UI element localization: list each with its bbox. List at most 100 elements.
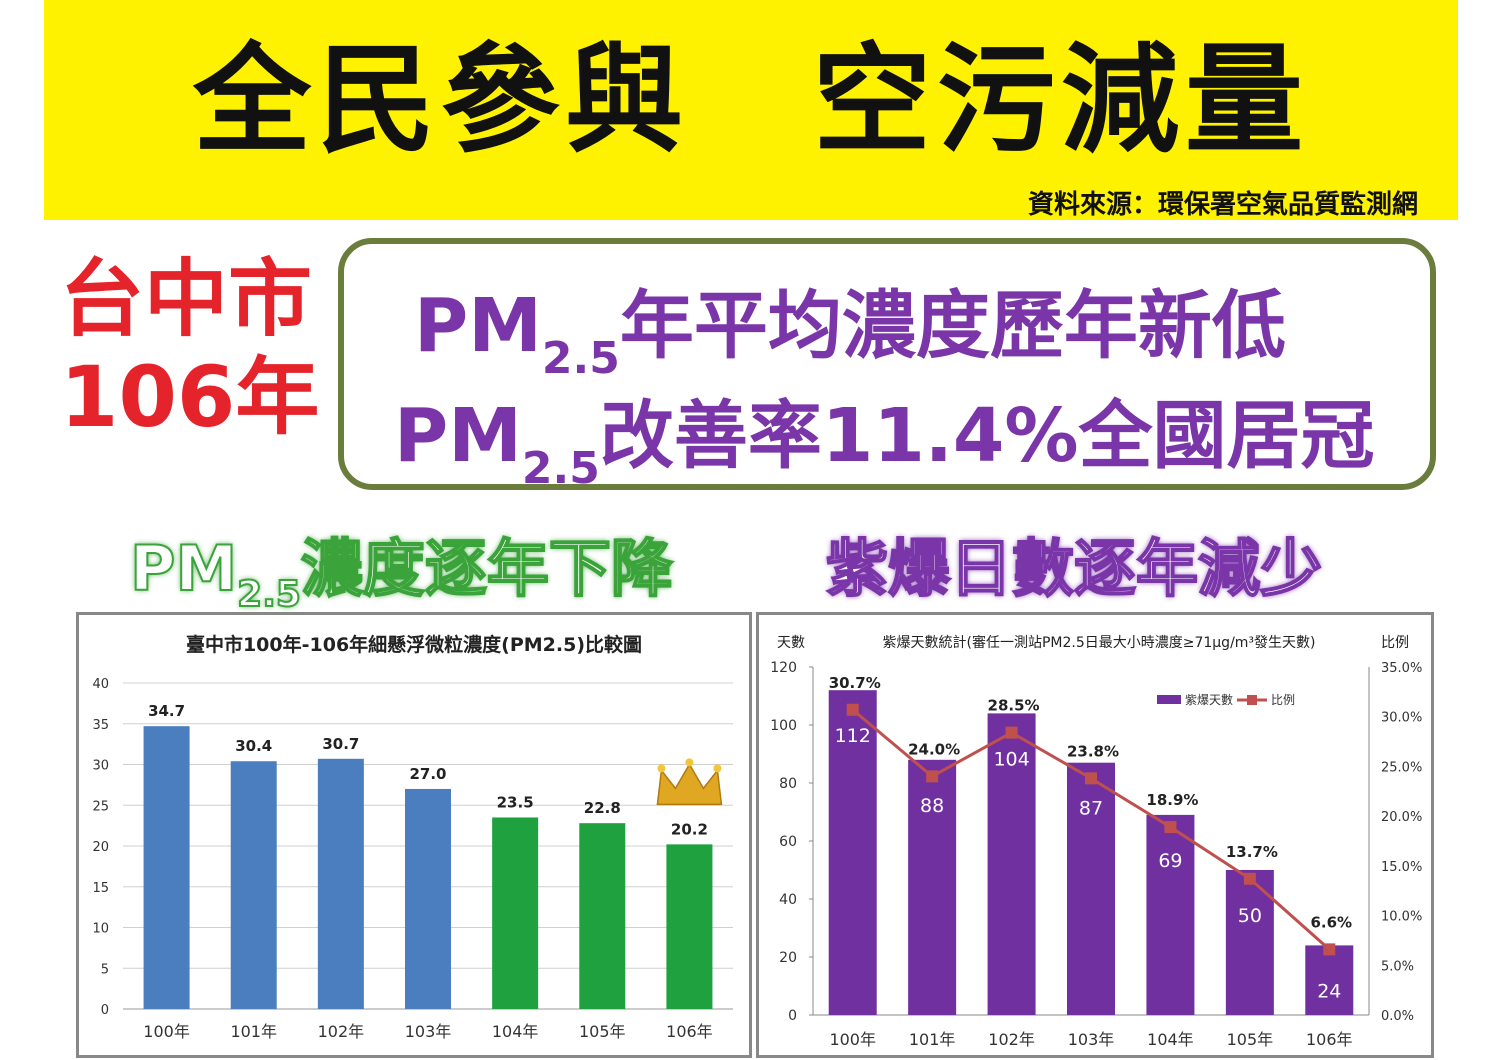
bar-value-label: 20.2	[671, 820, 708, 838]
data-source: 資料來源：環保署空氣品質監測網	[1027, 190, 1418, 220]
y-tick-label: 0	[101, 1003, 109, 1018]
bar	[492, 817, 539, 1009]
y2-tick-label: 0.0%	[1381, 1009, 1414, 1024]
y2-tick-label: 20.0%	[1381, 810, 1422, 825]
bar	[230, 761, 277, 1009]
ratio-point	[926, 770, 939, 783]
x-tick-label: 104年	[492, 1022, 539, 1041]
bar-value-label: 104	[993, 748, 1029, 770]
bar	[987, 713, 1036, 1015]
ratio-label: 18.9%	[1146, 791, 1198, 809]
y-tick-label: 40	[779, 892, 797, 908]
headline-line-2: PM2.5改善率11.4%全國居冠	[394, 393, 1375, 494]
main-title: 全民參與 空污減量	[192, 31, 1309, 169]
ratio-point	[1085, 772, 1097, 785]
bar	[666, 844, 713, 1009]
x-tick-label: 105年	[579, 1022, 626, 1041]
bar	[828, 690, 877, 1015]
city-name: 台中市	[60, 250, 313, 348]
y2-tick-label: 35.0%	[1381, 661, 1422, 676]
x-tick-label: 100年	[829, 1030, 876, 1049]
bar-value-label: 88	[920, 795, 944, 817]
city-year: 106年	[60, 348, 320, 446]
y2-tick-label: 5.0%	[1381, 959, 1414, 974]
y-tick-label: 120	[770, 660, 797, 676]
x-tick-label: 102年	[318, 1022, 365, 1041]
ratio-label: 24.0%	[908, 740, 960, 758]
bar	[1067, 762, 1115, 1015]
ratio-label: 30.7%	[829, 674, 881, 692]
purple-days-chart-panel: 天數 紫爆天數統計(審任一測站PM2.5日最大小時濃度≥71μg/m³發生天數) 比…	[756, 612, 1434, 1058]
x-tick-label: 103年	[405, 1022, 452, 1041]
bar	[908, 759, 957, 1015]
section-title-purple-days: 紫爆日數逐年減少	[825, 531, 1323, 606]
y-tick-label: 10	[92, 922, 109, 937]
y2-tick-label: 30.0%	[1381, 711, 1422, 726]
legend-swatch-bars	[1157, 695, 1181, 704]
ratio-point	[846, 703, 859, 716]
y-axis-label: 天數	[777, 635, 805, 651]
x-tick-label: 101年	[230, 1022, 277, 1041]
x-tick-label: 101年	[909, 1030, 956, 1049]
bar-value-label: 23.5	[497, 793, 534, 811]
ratio-point	[1164, 821, 1177, 834]
y-tick-label: 100	[770, 718, 797, 734]
y-tick-label: 20	[779, 950, 797, 966]
y-tick-label: 80	[779, 776, 797, 792]
y2-tick-label: 15.0%	[1381, 860, 1422, 875]
bar-value-label: 87	[1079, 798, 1103, 820]
ratio-point	[1005, 726, 1018, 739]
x-tick-label: 105年	[1227, 1030, 1274, 1049]
x-tick-label: 106年	[666, 1022, 713, 1041]
bar-value-label: 30.4	[235, 737, 272, 755]
x-tick-label: 104年	[1147, 1030, 1194, 1049]
crown-icon	[656, 758, 723, 806]
ratio-label: 28.5%	[988, 697, 1040, 715]
bar-value-label: 34.7	[148, 702, 185, 720]
y-tick-label: 0	[788, 1008, 797, 1024]
headline-box: PM2.5年平均濃度歷年新低 PM2.5改善率11.4%全國居冠	[338, 238, 1436, 494]
y2-tick-label: 25.0%	[1381, 760, 1422, 775]
bar-value-label: 22.8	[584, 799, 621, 817]
legend-label-line: 比例	[1271, 693, 1295, 707]
bar	[405, 788, 451, 1009]
y-tick-label: 35	[92, 718, 109, 733]
bar-value-label: 30.7	[322, 735, 359, 753]
bar	[1305, 945, 1354, 1015]
title-banner: 全民參與 空污減量 資料來源：環保署空氣品質監測網	[44, 0, 1458, 220]
bar	[143, 726, 190, 1009]
ratio-point	[1323, 943, 1336, 956]
bar-value-label: 112	[835, 725, 871, 747]
y-tick-label: 25	[92, 799, 109, 814]
bar-value-label: 50	[1238, 905, 1262, 927]
bar-value-label: 27.0	[409, 765, 446, 783]
y-tick-label: 15	[92, 881, 109, 896]
city-label: 台中市 106年	[60, 250, 319, 446]
pm25-bar-chart: 臺中市100年-106年細懸浮微粒濃度(PM2.5)比較圖 0 5 10 15 20 25 3…	[92, 633, 733, 1041]
y2-tick-label: 10.0%	[1381, 910, 1422, 925]
y-tick-label: 20	[92, 840, 109, 855]
y2-axis-label: 比例	[1381, 635, 1409, 651]
x-tick-label: 103年	[1068, 1030, 1115, 1049]
y-tick-label: 5	[101, 962, 109, 977]
bar	[1146, 814, 1195, 1015]
pm25-chart-panel: 臺中市100年-106年細懸浮微粒濃度(PM2.5)比較圖 0 5 10 15 20 25 3…	[76, 612, 752, 1058]
ratio-label: 6.6%	[1310, 913, 1352, 931]
legend-marker-line	[1247, 695, 1257, 705]
legend-label-bars: 紫爆天數	[1185, 693, 1233, 707]
y-tick-label: 30	[92, 759, 109, 774]
purple-days-combo-chart: 天數 紫爆天數統計(審任一測站PM2.5日最大小時濃度≥71μg/m³發生天數) 比…	[770, 635, 1422, 1049]
ratio-label: 13.7%	[1226, 843, 1278, 861]
bar	[579, 823, 626, 1009]
ratio-label: 23.8%	[1067, 742, 1119, 760]
y-tick-label: 60	[779, 834, 797, 850]
x-tick-label: 100年	[143, 1022, 190, 1041]
bar-value-label: 69	[1158, 850, 1182, 872]
headline-line-1: PM2.5年平均濃度歷年新低	[414, 283, 1286, 384]
y-tick-label: 40	[92, 677, 109, 692]
x-tick-label: 106年	[1306, 1030, 1353, 1049]
section-title-pm25: PM2.5濃度逐年下降	[129, 531, 674, 616]
ratio-point	[1243, 872, 1256, 885]
chart-title: 臺中市100年-106年細懸浮微粒濃度(PM2.5)比較圖	[186, 633, 642, 656]
bar	[317, 758, 364, 1009]
